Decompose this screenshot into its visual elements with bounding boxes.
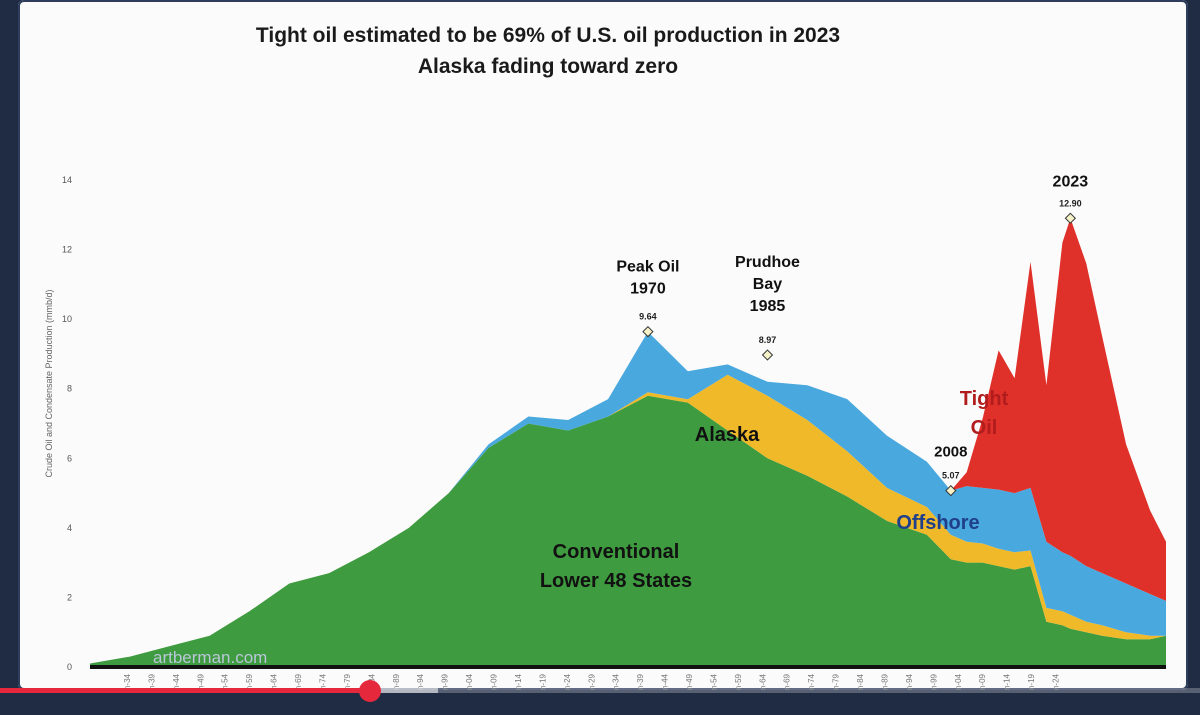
x-tick-label: Jan-69 xyxy=(294,673,303,690)
x-tick-label: Jan-94 xyxy=(416,673,425,690)
annotation-label: Peak Oil 1970 xyxy=(616,259,679,298)
x-tick-label: Jan-49 xyxy=(685,673,694,690)
x-tick-label: Jan-54 xyxy=(709,673,718,690)
annotations: Peak Oil 1970 9.64 Prudhoe Bay 1985 8.97 2008 5.… xyxy=(540,173,1088,592)
x-tick-label: Jan-64 xyxy=(758,673,767,690)
plot-area xyxy=(90,218,1166,667)
region-label-tight-oil: Tight Oil xyxy=(960,388,1009,439)
x-tick-label: Jan-94 xyxy=(905,673,914,690)
y-tick-label: 12 xyxy=(62,245,72,255)
region-label-offshore: Offshore xyxy=(896,512,979,534)
peak-marker xyxy=(1064,212,1077,224)
y-tick-label: 14 xyxy=(62,175,72,185)
x-tick-label: Jan-79 xyxy=(832,673,841,690)
x-tick-label: Jan-04 xyxy=(465,673,474,690)
x-tick-label: Jan-04 xyxy=(954,673,963,690)
annotation-value: 8.97 xyxy=(759,335,777,345)
region-label-conventional: Conventional Lower 48 States xyxy=(540,541,692,592)
watermark-text: artberman.com xyxy=(153,648,268,667)
x-tick-label: Jan-19 xyxy=(1027,673,1036,690)
annotation-label: Prudhoe Bay 1985 xyxy=(735,254,800,315)
y-axis-label: Crude Oil and Condensate Production (mmb… xyxy=(44,289,54,477)
y-tick-label: 0 xyxy=(67,662,72,672)
x-tick-label: Jan-79 xyxy=(343,673,352,690)
x-tick-label: Jan-14 xyxy=(514,673,523,690)
x-tick-label: Jan-74 xyxy=(807,673,816,690)
x-tick-label: Jan-89 xyxy=(881,673,890,690)
peak-marker xyxy=(642,326,654,338)
annotation-value: 9.64 xyxy=(639,312,657,322)
x-tick-label: Jan-09 xyxy=(490,673,499,690)
annotation-label: 2008 xyxy=(934,444,967,461)
x-tick-label: Jan-24 xyxy=(563,673,572,690)
chart-slide: Tight oil estimated to be 69% of U.S. oi… xyxy=(18,0,1188,690)
region-label-alaska: Alaska xyxy=(695,424,760,446)
video-progress-bar[interactable] xyxy=(0,680,1200,702)
x-tick-label: Jan-64 xyxy=(270,673,279,690)
x-tick-label: Jan-49 xyxy=(196,673,205,690)
x-tick-label: Jan-69 xyxy=(783,673,792,690)
x-tick-label: Jan-59 xyxy=(245,673,254,690)
area-offshore xyxy=(90,331,1166,664)
x-tick-label: Jan-34 xyxy=(123,673,132,690)
x-tick-label: Jan-19 xyxy=(538,673,547,690)
x-tick-label: Jan-09 xyxy=(978,673,987,690)
chart-subtitle: Alaska fading toward zero xyxy=(417,55,679,78)
scrubber-handle[interactable] xyxy=(358,680,381,702)
x-tick-label: Jan-39 xyxy=(147,673,156,690)
x-tick-label: Jan-34 xyxy=(612,673,621,690)
chart-title: Tight oil estimated to be 69% of U.S. oi… xyxy=(255,24,841,47)
x-tick-label: Jan-59 xyxy=(734,673,743,690)
chart-title-block: Tight oil estimated to be 69% of U.S. oi… xyxy=(18,20,1078,82)
played-bar xyxy=(0,688,370,693)
x-tick-label: Jan-39 xyxy=(636,673,645,690)
x-tick-label: Jan-44 xyxy=(661,673,670,690)
y-tick-label: 2 xyxy=(67,592,72,602)
annotation-value: 5.07 xyxy=(942,471,960,481)
y-tick-label: 4 xyxy=(67,523,72,533)
x-tick-label: Jan-29 xyxy=(587,673,596,690)
chart-svg: 0 2 4 6 8 10 12 14 Crude Oil and Condensate Prod… xyxy=(44,173,1166,690)
y-tick-label: 10 xyxy=(62,314,72,324)
x-tick-label: Jan-44 xyxy=(172,673,181,690)
annotation-value: 12.90 xyxy=(1059,198,1082,208)
x-tick-label: Jan-24 xyxy=(1052,673,1061,690)
x-tick-label: Jan-99 xyxy=(441,673,450,690)
annotation-label: 2023 xyxy=(1053,173,1089,190)
x-tick-label: Jan-84 xyxy=(856,673,865,690)
y-tick-label: 8 xyxy=(67,384,72,394)
x-tick-label: Jan-54 xyxy=(221,673,230,690)
peak-marker xyxy=(945,484,957,497)
y-tick-label: 6 xyxy=(67,453,72,463)
area-conventional-lower-48-states xyxy=(90,395,1166,667)
x-tick-label: Jan-99 xyxy=(929,673,938,690)
x-tick-label: Jan-14 xyxy=(1003,673,1012,690)
x-tick-label: Jan-74 xyxy=(319,673,328,690)
peak-marker xyxy=(761,349,774,361)
x-tick-label: Jan-89 xyxy=(392,673,401,690)
